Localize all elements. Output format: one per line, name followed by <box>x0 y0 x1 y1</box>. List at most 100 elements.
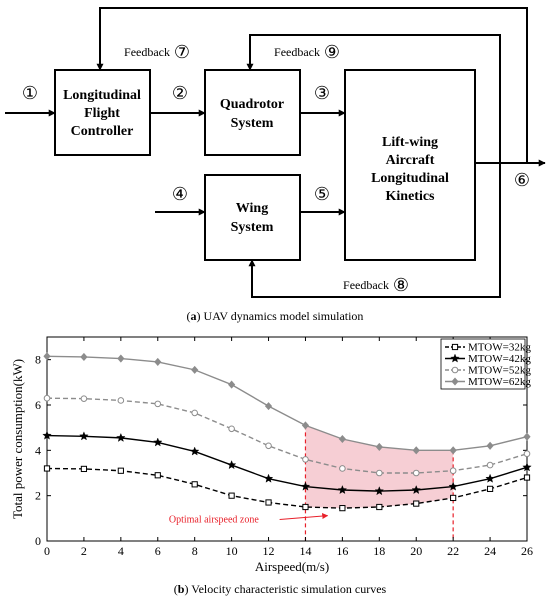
optimal-zone-fill <box>305 425 454 509</box>
data-point <box>486 441 494 450</box>
feedback-loop-7 <box>96 7 528 163</box>
data-point <box>486 485 494 492</box>
signal-5: ⑤ <box>314 184 330 204</box>
data-point <box>80 395 88 402</box>
wing-label-1: Wing <box>236 201 268 216</box>
zone-annotation-arrow <box>279 513 329 520</box>
series-line <box>46 397 528 474</box>
controller-label-3: Controller <box>71 124 134 139</box>
signal-2: ② <box>172 83 188 103</box>
data-point <box>153 437 163 447</box>
caption-a-paren-close: ) <box>197 309 204 323</box>
caption-b: (b) Velocity characteristic simulation c… <box>174 582 387 596</box>
data-point <box>374 486 385 496</box>
wing-box <box>204 174 301 261</box>
data-point <box>522 462 532 472</box>
data-point <box>228 492 235 499</box>
signal-1: ① <box>22 83 38 103</box>
data-point <box>376 503 383 511</box>
legend-label: MTOW=52kg <box>468 365 531 377</box>
data-point <box>263 473 274 483</box>
feedback-label-9: Feedback <box>274 45 320 59</box>
x-tick-label: 16 <box>336 544 348 558</box>
block-diagram <box>5 7 546 298</box>
data-point <box>191 409 198 417</box>
series-mtow-52kg <box>43 394 531 477</box>
data-point <box>228 425 235 433</box>
data-point <box>338 434 346 444</box>
data-point <box>265 499 272 506</box>
wing-label-2: System <box>231 220 274 235</box>
data-point <box>154 357 162 366</box>
controller-label-1: Longitudinal <box>63 88 141 103</box>
data-point <box>79 431 89 441</box>
zone-annotation: Optimal airspeed zone <box>169 514 260 525</box>
quadrotor-label-1: Quadrotor <box>220 97 284 112</box>
data-point <box>191 481 198 488</box>
data-point <box>80 465 88 473</box>
data-point <box>228 380 236 389</box>
data-point <box>339 465 346 472</box>
signal-4: ④ <box>172 184 188 204</box>
legend-marker <box>451 377 459 386</box>
data-point <box>43 465 51 472</box>
data-point <box>375 442 383 451</box>
x-tick-label: 4 <box>118 544 124 558</box>
data-point <box>337 485 348 495</box>
caption-b-paren-close: ) <box>184 582 191 596</box>
quadrotor-label-2: System <box>231 116 274 131</box>
legend-marker <box>450 353 460 363</box>
data-point <box>412 446 420 455</box>
caption-a-letter: a <box>191 309 197 323</box>
y-axis-label: Total power consumption(kW) <box>10 359 25 519</box>
data-point <box>117 354 125 363</box>
x-tick-label: 0 <box>44 544 50 558</box>
series-mtow-42kg <box>42 430 532 496</box>
y-tick-label: 0 <box>35 534 41 548</box>
signal-8: ⑧ <box>393 275 409 295</box>
data-point <box>448 481 458 491</box>
series-line <box>46 355 528 452</box>
signal-6: ⑥ <box>514 170 530 190</box>
kinetics-label-1: Lift-wing <box>382 135 438 150</box>
x-tick-label: 26 <box>521 544 533 558</box>
data-point <box>450 494 457 502</box>
caption-b-paren-open: ( <box>174 582 178 596</box>
signal-3: ③ <box>314 83 330 103</box>
feedback-loop-8 <box>248 163 501 298</box>
series-line <box>46 467 528 509</box>
data-point <box>339 505 346 512</box>
data-point <box>486 461 494 469</box>
signal-7: ⑦ <box>174 42 190 62</box>
x-tick-label: 18 <box>373 544 385 558</box>
y-tick-label: 2 <box>35 489 41 503</box>
data-point <box>226 460 237 470</box>
x-tick-label: 14 <box>299 544 311 558</box>
data-point <box>523 432 531 441</box>
y-tick-label: 8 <box>35 353 41 367</box>
x-tick-label: 12 <box>263 544 275 558</box>
kinetics-box <box>344 69 476 261</box>
data-point <box>191 365 199 374</box>
data-point <box>412 469 420 477</box>
caption-a-text: UAV dynamics model simulation <box>204 309 364 323</box>
y-tick-label: 4 <box>35 443 41 457</box>
data-point <box>80 352 88 361</box>
data-point <box>42 430 52 440</box>
data-point <box>302 456 309 463</box>
legend-label: MTOW=32kg <box>468 342 531 354</box>
x-tick-label: 20 <box>410 544 422 558</box>
feedback-labels: Feedback Feedback Feedback <box>124 45 389 292</box>
caption-a: (a) UAV dynamics model simulation <box>187 309 364 323</box>
y-tick-label: 6 <box>35 398 41 412</box>
data-point <box>154 400 162 408</box>
kinetics-label-4: Kinetics <box>386 189 436 204</box>
series-mtow-32kg <box>43 465 531 512</box>
data-point <box>117 467 124 474</box>
data-point <box>376 469 383 477</box>
quadrotor-box <box>204 69 301 156</box>
series-mtow-62kg <box>43 352 531 455</box>
